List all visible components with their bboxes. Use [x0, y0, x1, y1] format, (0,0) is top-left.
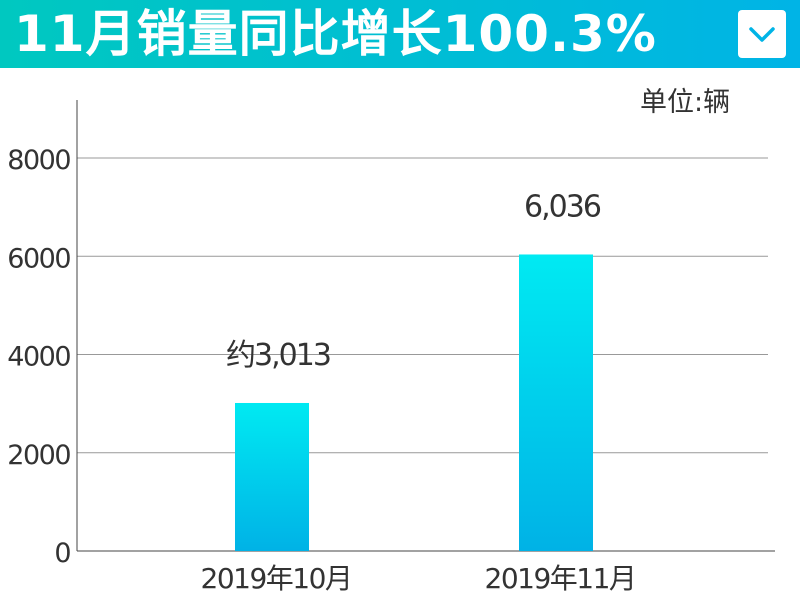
bar-1 [235, 402, 309, 551]
x-tick-label: 2019年10月 [201, 562, 352, 595]
data-label: 6,036 [524, 189, 601, 224]
chevron-down-icon [749, 27, 775, 42]
y-tick-label: 8000 [7, 145, 70, 176]
title-banner: 11月销量同比增长100.3% [0, 0, 800, 68]
y-tick-label: 2000 [7, 440, 70, 471]
data-label: 约3,013 [226, 338, 330, 373]
bar-2 [519, 254, 593, 551]
y-tick-label: 6000 [7, 243, 70, 274]
data-labels: 约3,013 6,036 [226, 189, 603, 373]
dropdown-button[interactable] [738, 10, 786, 58]
unit-label: 单位:辆 [640, 87, 731, 118]
y-tick-label: 0 [54, 538, 70, 569]
x-tick-label: 2019年11月 [485, 562, 636, 595]
x-tick-labels: 2019年10月 2019年11月 [201, 562, 637, 595]
page-title: 11月销量同比增长100.3% [14, 5, 657, 63]
grid-lines [77, 157, 768, 454]
bars [235, 254, 593, 551]
y-tick-label: 4000 [7, 342, 70, 373]
y-tick-labels: 0 2000 4000 6000 8000 [7, 145, 72, 569]
axes [76, 100, 775, 552]
